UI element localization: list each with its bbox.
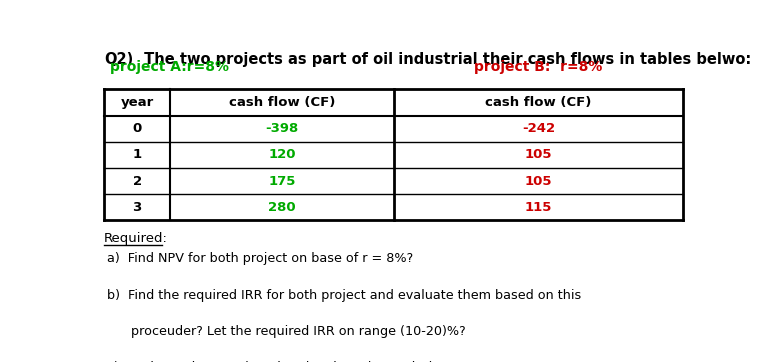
Text: 280: 280 [268, 201, 296, 214]
Text: -242: -242 [522, 122, 555, 135]
Text: -398: -398 [265, 122, 298, 135]
Text: 2: 2 [132, 174, 141, 188]
Text: Q2): Q2) [104, 52, 133, 67]
Text: year: year [121, 96, 154, 109]
Text: Required:: Required: [104, 232, 168, 245]
Text: 105: 105 [524, 148, 552, 161]
Text: a)  Find NPV for both project on base of r = 8%?: a) Find NPV for both project on base of … [107, 253, 413, 265]
Text: 115: 115 [524, 201, 552, 214]
Text: 1: 1 [132, 148, 141, 161]
Text: cash flow (CF): cash flow (CF) [485, 96, 591, 109]
Text: cash flow (CF): cash flow (CF) [229, 96, 335, 109]
Text: 3: 3 [132, 201, 141, 214]
Text: 0: 0 [132, 122, 141, 135]
Text: 175: 175 [268, 174, 296, 188]
Text: b)  Find the required IRR for both project and evaluate them based on this: b) Find the required IRR for both projec… [107, 289, 581, 302]
Text: The two projects as part of oil industrial their cash flows in tables belwo:: The two projects as part of oil industri… [139, 52, 751, 67]
Text: 120: 120 [268, 148, 296, 161]
Text: project A:r=8%: project A:r=8% [110, 60, 229, 74]
Text: project B:  r=8%: project B: r=8% [474, 60, 603, 74]
Text: c)  Evaluate the mentioned project by using PI during r=8%?: c) Evaluate the mentioned project by usi… [107, 361, 495, 362]
Text: proceuder? Let the required IRR on range (10-20)%?: proceuder? Let the required IRR on range… [107, 325, 465, 338]
Text: 105: 105 [524, 174, 552, 188]
